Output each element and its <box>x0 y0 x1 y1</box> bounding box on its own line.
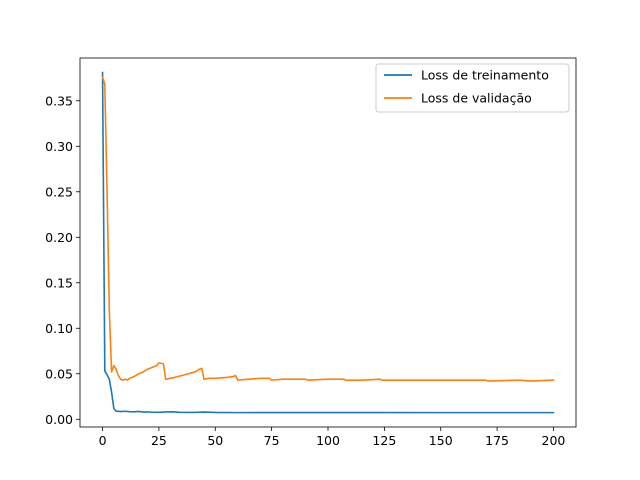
legend-box <box>375 63 570 113</box>
axes-frame <box>79 57 577 428</box>
y-tick-label: 0.30 <box>45 139 73 154</box>
x-tick-label: 50 <box>207 433 223 448</box>
y-tick-label: 0.00 <box>45 412 73 427</box>
legend-label-val: Loss de validação <box>421 91 532 106</box>
legend-label-train: Loss de treinamento <box>421 68 549 83</box>
y-tick-label: 0.15 <box>45 275 73 290</box>
y-tick-label: 0.10 <box>45 321 73 336</box>
y-tick-label: 0.25 <box>45 184 73 199</box>
y-axis: 0.00 0.05 0.10 0.15 0.20 0.25 0.30 0.35 <box>45 93 80 427</box>
y-tick-label: 0.35 <box>45 93 73 108</box>
x-tick-label: 75 <box>264 433 280 448</box>
x-tick-label: 100 <box>316 433 340 448</box>
legend: Loss de treinamento Loss de validação <box>375 63 570 113</box>
x-tick-label: 125 <box>372 433 396 448</box>
series-line-validation-loss <box>101 76 555 382</box>
y-tick-label: 0.20 <box>45 230 73 245</box>
y-tick-label: 0.05 <box>45 366 73 381</box>
x-tick-label: 175 <box>485 433 509 448</box>
x-tick-label: 0 <box>99 433 107 448</box>
series-line-training-loss <box>101 71 555 414</box>
x-axis: 0 25 50 75 100 125 150 175 200 <box>99 427 566 448</box>
plot-lines <box>101 71 555 414</box>
x-tick-label: 25 <box>151 433 167 448</box>
x-tick-label: 150 <box>429 433 453 448</box>
x-tick-label: 200 <box>542 433 566 448</box>
